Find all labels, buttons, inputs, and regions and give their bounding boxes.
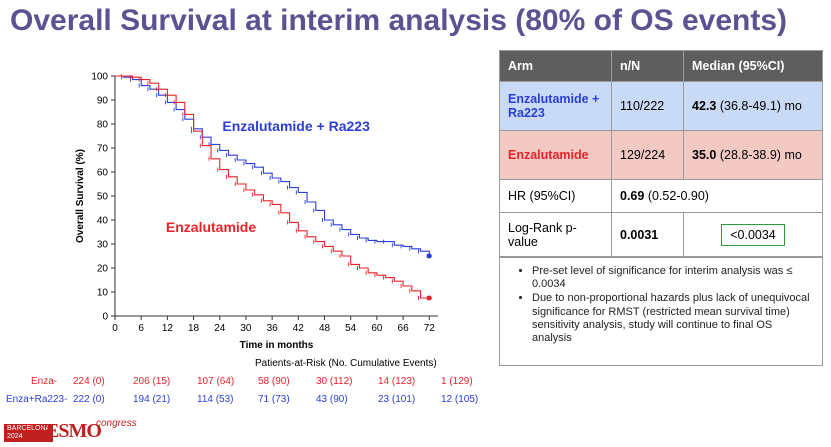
hr-ci: (0.52-0.90) <box>647 189 709 203</box>
y-tick-label: 40 <box>97 216 109 227</box>
col-header-arm: Arm <box>499 50 612 82</box>
x-tick-label: 12 <box>162 323 174 334</box>
series-end-marker <box>426 295 432 301</box>
y-tick-label: 0 <box>102 312 108 323</box>
series-end-marker <box>426 253 432 259</box>
x-tick-label: 36 <box>267 323 279 334</box>
results-table: Arm n/N Median (95%CI) Enzalutamide + Ra… <box>499 50 823 258</box>
risk-value: 224 (0) <box>73 376 105 387</box>
logrank-label: Log-Rank p-value <box>499 212 612 258</box>
x-tick-label: 30 <box>240 323 252 334</box>
significance-threshold-box: <0.0034 <box>721 224 785 246</box>
arm-enza: Enzalutamide <box>499 130 612 180</box>
risk-value: 194 (21) <box>133 394 171 405</box>
risk-label: Enza+Ra223- <box>6 394 68 405</box>
col-header-median: Median (95%CI) <box>683 50 823 82</box>
risk-label: Enza- <box>31 376 58 387</box>
risk-value: 107 (64) <box>197 376 235 387</box>
notes-box: Pre-set level of significance for interi… <box>499 256 823 366</box>
x-tick-label: 66 <box>398 323 410 334</box>
risk-value: 14 (123) <box>378 376 416 387</box>
x-tick-label: 72 <box>424 323 436 334</box>
y-tick-label: 20 <box>97 264 109 275</box>
x-tick-label: 0 <box>112 323 118 334</box>
risk-value: 12 (105) <box>441 394 479 405</box>
series-line-enza-ra223 <box>115 75 430 256</box>
logo-brand: ESMO <box>46 420 102 442</box>
hr-value-cell: 0.69 (0.52-0.90) <box>611 179 823 213</box>
results-row-logrank: Log-Rank p-value 0.0031 <0.0034 <box>499 212 823 258</box>
x-tick-label: 60 <box>371 323 383 334</box>
logrank-threshold-cell: <0.0034 <box>683 212 823 258</box>
km-chart: 0 10 20 30 40 50 60 70 80 90 100 0 6 12 18 24 30 36 42 48 54… <box>75 72 438 351</box>
x-tick-label: 54 <box>345 323 357 334</box>
y-tick-label: 30 <box>97 240 109 251</box>
x-tick-label: 24 <box>214 323 226 334</box>
risk-value: 114 (53) <box>197 394 234 405</box>
results-row-hr: HR (95%CI) 0.69 (0.52-0.90) <box>499 179 823 213</box>
slide-title: Overall Survival at interim analysis (80… <box>10 4 787 37</box>
y-tick-label: 90 <box>97 96 109 107</box>
y-tick-label: 70 <box>97 144 109 155</box>
median-ra223: 42.3 (36.8-49.1) mo <box>683 81 823 131</box>
logrank-value: 0.0031 <box>611 212 684 258</box>
logo-city: BARCELONA 2024 <box>4 424 53 442</box>
y-tick-label: 60 <box>97 168 109 179</box>
risk-value: 58 (90) <box>258 376 290 387</box>
risk-value: 30 (112) <box>316 376 353 387</box>
nn-enza: 129/224 <box>611 130 684 180</box>
hr-value: 0.69 <box>620 189 645 203</box>
annotation-enza: Enzalutamide <box>166 219 256 235</box>
note-item: Due to non-proportional hazards plus lac… <box>532 292 812 345</box>
median-value: 35.0 <box>692 148 717 162</box>
col-header-nn: n/N <box>611 50 684 82</box>
logrank-p: 0.0031 <box>620 228 659 242</box>
median-value: 42.3 <box>692 99 717 113</box>
y-tick-label: 100 <box>91 72 108 83</box>
note-item: Pre-set level of significance for interi… <box>532 265 812 291</box>
risk-value: 222 (0) <box>73 394 105 405</box>
x-tick-label: 6 <box>138 323 144 334</box>
median-ci: (36.8-49.1) mo <box>719 99 802 113</box>
y-axis-label: Overall Survival (%) <box>75 149 86 243</box>
y-tick-label: 80 <box>97 120 109 131</box>
results-row-enza: Enzalutamide 129/224 35.0 (28.8-38.9) mo <box>499 130 823 180</box>
x-tick-label: 42 <box>293 323 305 334</box>
risk-value: 206 (15) <box>133 376 171 387</box>
y-tick-label: 50 <box>97 192 109 203</box>
x-tick-label: 18 <box>188 323 200 334</box>
annotation-enza-ra223: Enzalutamide + Ra223 <box>222 118 370 134</box>
y-tick-label: 10 <box>97 288 109 299</box>
results-header-row: Arm n/N Median (95%CI) <box>499 50 823 82</box>
results-row-ra223: Enzalutamide + Ra223 110/222 42.3 (36.8-… <box>499 81 823 131</box>
hr-label: HR (95%CI) <box>499 179 612 213</box>
x-tick-label: 48 <box>319 323 331 334</box>
risk-table-title: Patients-at-Risk (No. Cumulative Events) <box>255 358 437 369</box>
risk-value: 43 (90) <box>316 394 348 405</box>
median-ci: (28.8-38.9) mo <box>719 148 802 162</box>
nn-ra223: 110/222 <box>611 81 684 131</box>
median-enza: 35.0 (28.8-38.9) mo <box>683 130 823 180</box>
logo-suffix: congress <box>96 418 137 429</box>
risk-value: 1 (129) <box>441 376 473 387</box>
arm-ra223: Enzalutamide + Ra223 <box>499 81 612 131</box>
risk-value: 23 (101) <box>378 394 416 405</box>
series-line-enza <box>115 75 430 299</box>
risk-value: 71 (73) <box>258 394 290 405</box>
x-axis-label: Time in months <box>240 340 314 351</box>
